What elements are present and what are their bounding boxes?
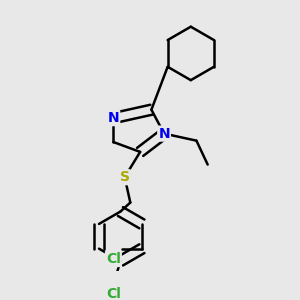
Text: Cl: Cl [106, 287, 122, 300]
Text: S: S [120, 170, 130, 184]
Text: Cl: Cl [106, 252, 121, 266]
Text: N: N [108, 111, 119, 125]
Text: N: N [158, 127, 170, 141]
